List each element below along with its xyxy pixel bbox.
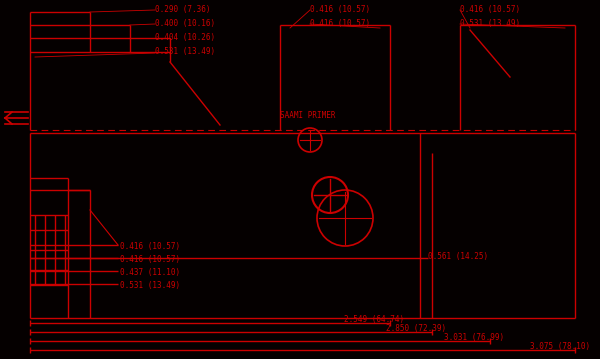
Text: 0.416 (10.57): 0.416 (10.57)	[310, 5, 370, 14]
Text: 2.549 (64.74): 2.549 (64.74)	[344, 315, 404, 324]
Text: 0.561 (14.25): 0.561 (14.25)	[428, 252, 488, 261]
Text: 3.075 (78.10): 3.075 (78.10)	[530, 342, 590, 351]
Text: 2.850 (72.39): 2.850 (72.39)	[386, 324, 446, 333]
Text: 0.531 (13.49): 0.531 (13.49)	[460, 19, 520, 28]
Text: 0.404 (10.26): 0.404 (10.26)	[155, 33, 215, 42]
Text: 0.416 (10.57): 0.416 (10.57)	[460, 5, 520, 14]
Text: 0.531 (13.49): 0.531 (13.49)	[155, 47, 215, 56]
Text: 0.416 (10.57): 0.416 (10.57)	[120, 242, 180, 251]
Text: 0.290 (7.36): 0.290 (7.36)	[155, 5, 211, 14]
Text: 0.416 (10.57): 0.416 (10.57)	[120, 255, 180, 264]
Text: 0.437 (11.10): 0.437 (11.10)	[120, 268, 180, 277]
Text: 3.031 (76.99): 3.031 (76.99)	[445, 333, 505, 342]
Text: 0.400 (10.16): 0.400 (10.16)	[155, 19, 215, 28]
Text: SAAMI PRIMER: SAAMI PRIMER	[280, 111, 335, 120]
Text: 0.531 (13.49): 0.531 (13.49)	[120, 281, 180, 290]
Text: 0.416 (10.57): 0.416 (10.57)	[310, 19, 370, 28]
